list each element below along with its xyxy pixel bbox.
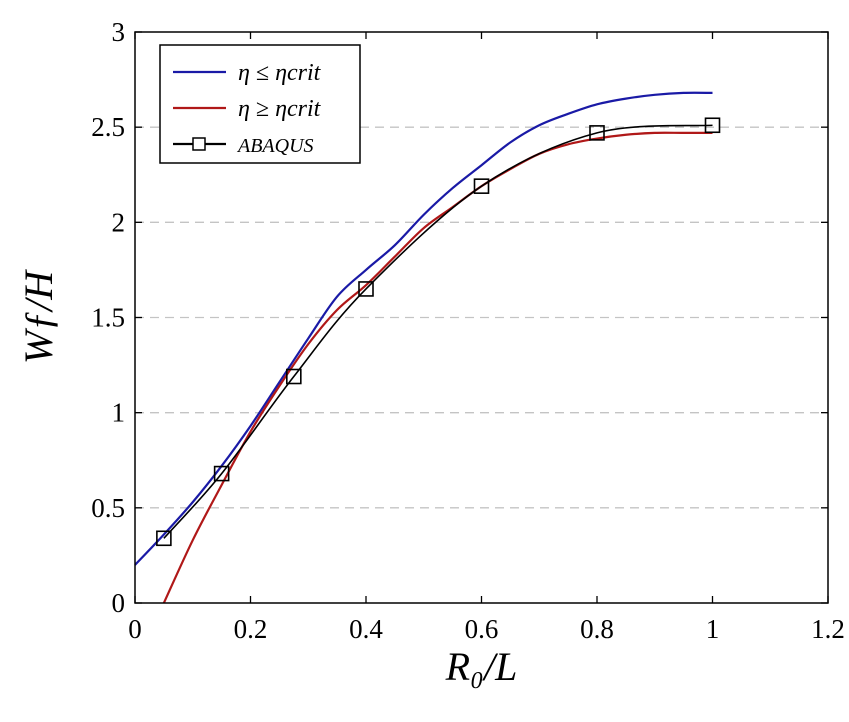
x-tick-label: 0.4: [349, 614, 383, 644]
legend: η ≤ ηcrit η ≥ ηcrit ABAQUS: [159, 44, 361, 164]
data-point-marker: [213, 465, 230, 482]
legend-label: η ≥ ηcrit: [238, 96, 322, 122]
x-tick-label: 0.8: [580, 614, 614, 644]
y-tick-label: 1.5: [91, 303, 125, 333]
y-tick-label: 0: [112, 588, 126, 618]
data-point-marker: [473, 178, 490, 194]
y-tick-label: 2: [112, 207, 126, 237]
data-point-marker: [286, 368, 302, 385]
series-0: [134, 91, 713, 566]
series-line: [134, 91, 713, 566]
data-point-marker: [704, 117, 721, 134]
series-line: [163, 124, 713, 539]
series-2: [156, 117, 721, 547]
x-tick-label: 0.2: [234, 614, 268, 644]
y-tick-label: 3: [112, 17, 126, 47]
series-line: [162, 131, 713, 604]
x-tick-label: 1: [706, 614, 720, 644]
x-tick-label: 1.2: [811, 614, 845, 644]
data-point-marker: [589, 125, 605, 141]
series-layer: [134, 91, 721, 604]
axis-ticks: 0 0.2 0.4 0.6 0.8 1 1.2 0 0.5 1 1.5 2 2.5 3: [91, 17, 845, 644]
y-tick-label: 0.5: [91, 493, 125, 523]
y-tick-label: 1: [112, 398, 126, 428]
grid-lines: [135, 126, 828, 509]
legend-label: ABAQUS: [236, 135, 314, 157]
series-1: [162, 131, 713, 604]
y-tick-label: 2.5: [91, 112, 125, 142]
data-point-marker: [156, 530, 172, 547]
data-point-marker: [358, 281, 374, 297]
x-axis-label: R₀/L: [445, 644, 518, 689]
legend-label: η ≤ ηcrit: [238, 60, 322, 86]
x-tick-label: 0: [128, 614, 142, 644]
y-axis-label: Wƒ/H: [16, 269, 61, 364]
x-tick-label: 0.6: [465, 614, 499, 644]
legend-marker: [192, 137, 206, 151]
